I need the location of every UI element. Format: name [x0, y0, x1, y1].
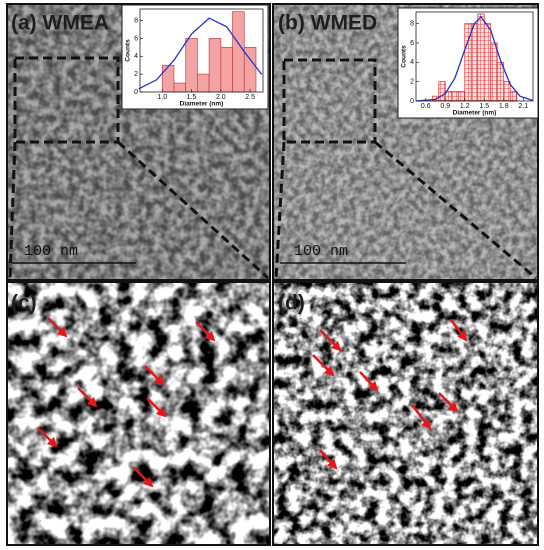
x-tick-label: 2.0 — [216, 94, 226, 101]
x-tick-label: 2.5 — [245, 94, 255, 101]
bar — [496, 61, 505, 102]
scale-bar-label: 100 nm — [294, 243, 348, 260]
bar — [477, 13, 485, 102]
plot-frame — [415, 11, 534, 102]
inset-chart: 1.0 1.5 2.0 2.5 0 2 4 6 8 Diameter (nm) Counts — [121, 4, 269, 110]
panel-d — [273, 282, 538, 545]
y-tick-label: 4 — [410, 59, 414, 66]
x-tick-label: 1.8 — [499, 103, 509, 110]
y-tick-label: 8 — [134, 17, 138, 24]
bar — [208, 38, 222, 93]
x-tick-label: 1.2 — [460, 103, 470, 110]
y-tick-label: 2 — [134, 71, 138, 78]
fit-curve — [138, 17, 263, 90]
y-tick-label: 8 — [410, 20, 414, 27]
fit-curve — [415, 15, 534, 102]
y-tick-label: 6 — [134, 35, 138, 42]
plot-frame — [139, 8, 264, 93]
x-tick-label: 2.1 — [518, 103, 528, 110]
panel-label: (c) — [11, 292, 37, 315]
x-tick-label: 0.6 — [421, 103, 431, 110]
y-tick-label: 2 — [410, 78, 414, 85]
panel-c — [7, 282, 270, 545]
bar — [483, 23, 492, 102]
bar — [490, 42, 498, 102]
bar — [197, 73, 210, 93]
bar — [457, 90, 466, 102]
bar — [185, 38, 198, 93]
inset-chart: 0.6 0.9 1.2 1.5 1.8 2.1 0 2 4 6 8 Diameter (nm) Coun… — [397, 7, 539, 119]
y-tick-label: 0 — [410, 98, 414, 105]
bar — [232, 11, 245, 93]
bar — [451, 90, 459, 102]
x-tick-label: 1.5 — [479, 103, 489, 110]
panel-label: (a) WMEA — [11, 12, 109, 35]
panel-borders — [6, 3, 539, 546]
x-axis-label: Diameter (nm) — [180, 101, 224, 108]
arrows — [37, 317, 468, 488]
bar — [470, 23, 479, 102]
bar — [161, 64, 175, 93]
zoom-guides — [8, 56, 537, 280]
bar — [438, 81, 446, 102]
y-tick-label: 0 — [134, 89, 138, 96]
scale-bar-label: 100 nm — [24, 243, 78, 260]
x-tick-label: 1.5 — [187, 94, 197, 101]
y-tick-label: 4 — [134, 53, 138, 60]
bar — [509, 90, 518, 102]
bar — [503, 81, 511, 102]
bar — [220, 47, 233, 93]
y-axis-label: Counts — [125, 39, 132, 62]
x-tick-label: 1.0 — [157, 94, 167, 101]
bar — [173, 82, 187, 93]
panel-label: (b) WMED — [278, 12, 377, 35]
y-axis-label: Counts — [401, 45, 408, 68]
panel-label: (d) — [278, 292, 305, 315]
x-tick-label: 0.9 — [440, 103, 450, 110]
x-axis-label: Diameter (nm) — [453, 110, 497, 117]
y-tick-label: 6 — [410, 40, 414, 47]
